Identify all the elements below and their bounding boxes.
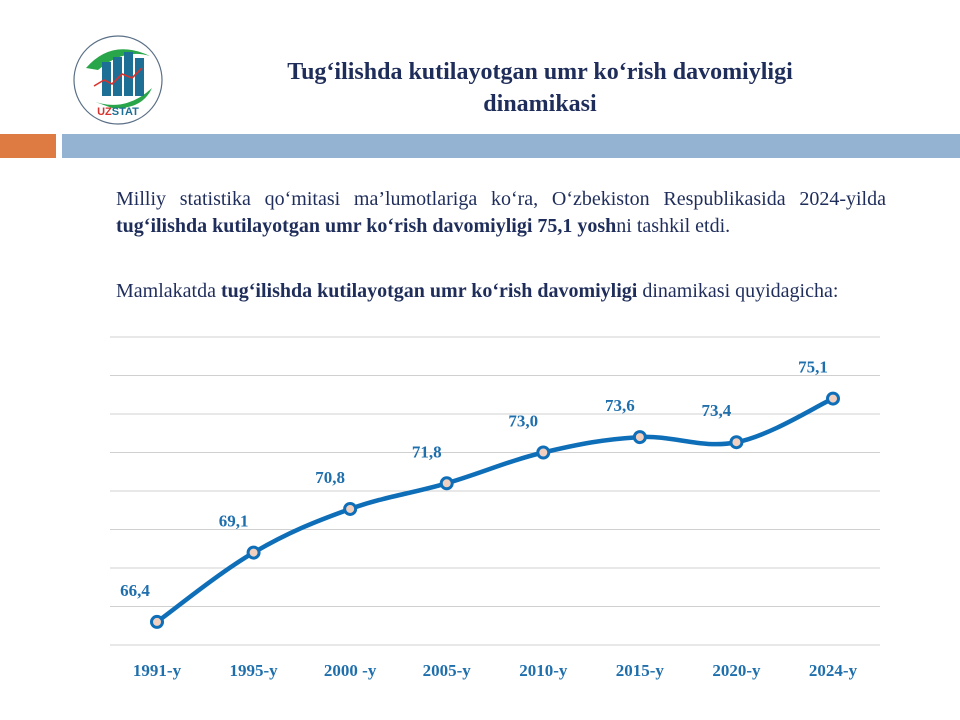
paragraph-1-text-a: Milliy statistika qo‘mitasi ma’lumotlari… xyxy=(116,188,886,210)
paragraph-2-bold: tug‘ilishda kutilayotgan umr ko‘rish dav… xyxy=(220,280,638,302)
data-point xyxy=(343,501,358,516)
paragraph-2-text-a: Mamlakatda xyxy=(116,280,221,302)
data-point xyxy=(826,391,840,406)
data-label: 70,8 xyxy=(315,468,345,487)
data-label: 75,1 xyxy=(798,358,828,377)
title-line-1: Tug‘ilishda kutilayotgan umr ko‘rish dav… xyxy=(287,59,793,85)
accent-bar-blue xyxy=(62,134,960,158)
page-title: Tug‘ilishda kutilayotgan umr ko‘rish dav… xyxy=(200,56,880,120)
data-label: 71,8 xyxy=(412,442,442,461)
paragraph-2: Mamlakatda tug‘ilishda kutilayotgan umr … xyxy=(116,278,886,305)
chart-data-labels: 66,4 69,1 70,8 71,8 73,0 73,6 73,4 75,1 xyxy=(120,358,828,600)
paragraph-2-text-b: dinamikasi quyidagicha: xyxy=(637,280,839,302)
title-line-2: dinamikasi xyxy=(483,91,597,117)
x-tick-label: 2000 -y xyxy=(324,661,377,680)
data-label: 73,6 xyxy=(605,396,635,415)
paragraph-1: Milliy statistika qo‘mitasi ma’lumotlari… xyxy=(116,186,886,240)
data-point xyxy=(150,614,164,629)
data-point xyxy=(246,545,261,560)
data-point xyxy=(536,445,551,460)
data-label: 69,1 xyxy=(219,512,249,531)
paragraph-1-bold: tug‘ilishda kutilayotgan umr ko‘rish dav… xyxy=(116,215,617,237)
accent-bar-orange xyxy=(0,134,56,158)
data-label: 73,4 xyxy=(702,401,732,420)
x-tick-label: 2010-y xyxy=(519,661,568,680)
logo-text: UZSTAT xyxy=(97,106,139,118)
series-line xyxy=(154,396,836,625)
uzstat-logo: UZSTAT xyxy=(72,34,164,126)
chart-markers xyxy=(150,391,840,629)
x-tick-label: 2024-y xyxy=(809,661,858,680)
x-tick-label: 2015-y xyxy=(616,661,665,680)
chart-x-tick-labels: 1991-y 1995-y 2000 -y 2005-y 2010-y 2015-y 202… xyxy=(133,661,858,680)
data-label: 66,4 xyxy=(120,581,150,600)
data-point xyxy=(729,435,744,450)
x-tick-label: 2005-y xyxy=(423,661,472,680)
x-tick-label: 2020-y xyxy=(712,661,761,680)
chart-gridlines xyxy=(110,336,880,646)
x-tick-label: 1991-y xyxy=(133,661,182,680)
data-label: 73,0 xyxy=(508,412,538,431)
data-point xyxy=(632,430,647,445)
data-point xyxy=(439,476,454,491)
x-tick-label: 1995-y xyxy=(229,661,278,680)
paragraph-1-text-b: ni tashkil etdi. xyxy=(616,215,731,237)
